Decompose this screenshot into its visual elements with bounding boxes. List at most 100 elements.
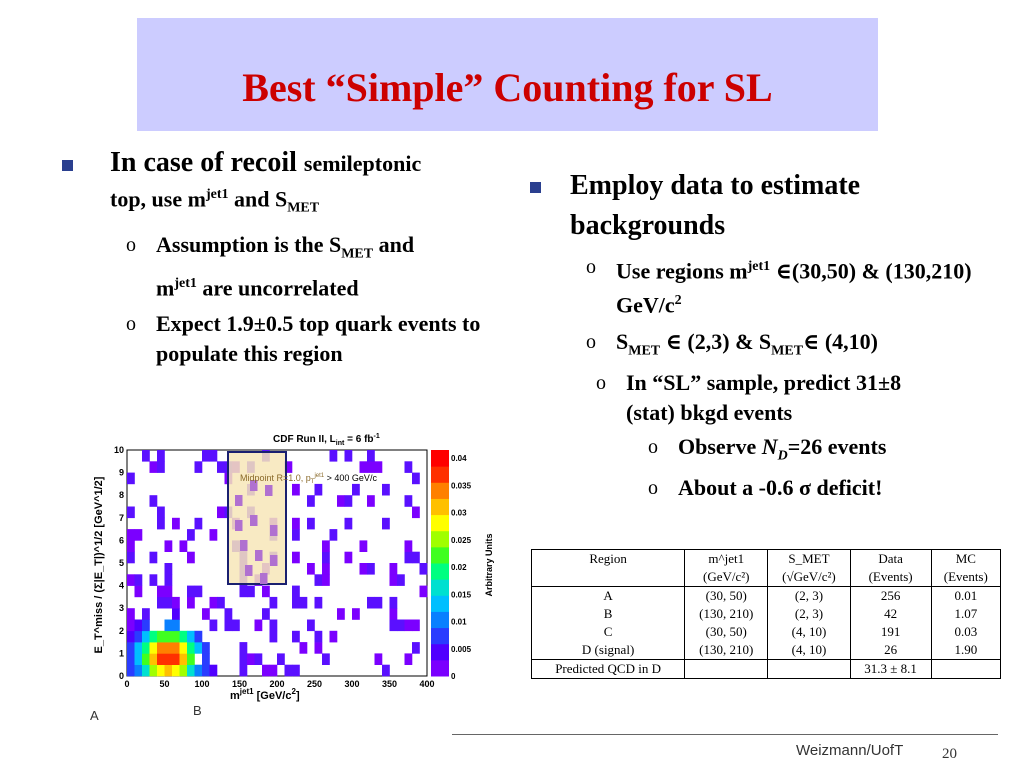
histogram-cell [322, 540, 330, 552]
y-axis-ticks: 0 1 2 3 4 5 6 7 8 9 10 [114, 445, 124, 681]
histogram-cell [269, 596, 278, 609]
histogram-cell [202, 608, 210, 620]
histogram-cell [292, 551, 300, 564]
histogram-cell [260, 573, 268, 584]
histogram-cell [157, 653, 165, 665]
histogram-cell [344, 450, 353, 462]
histogram-cell [389, 596, 398, 609]
histogram-cell [127, 608, 135, 620]
circle-bullet-icon: o [648, 477, 658, 500]
histogram-cell [254, 619, 263, 632]
table-cell: 1.07 [954, 606, 978, 621]
table-cell: 26 [850, 641, 932, 660]
histogram-cell [172, 596, 180, 609]
y-tick-label: 6 [119, 535, 124, 545]
histogram-cell [322, 551, 330, 564]
subscript: MET [628, 343, 661, 359]
histogram-cell [412, 472, 420, 485]
table-cell: Region [531, 549, 686, 568]
sub-text: S [616, 328, 629, 354]
table-cell: 42 [850, 605, 932, 623]
histogram-cell [292, 483, 300, 496]
histogram-cell [172, 619, 180, 632]
histogram-cell [389, 608, 398, 620]
z-tick-label: 0.03 [451, 509, 467, 518]
histogram-cell [247, 585, 255, 598]
table-row: D (signal) (130, 210) (4, 10) 26 1.90 [531, 641, 1001, 660]
color-scale-segment [431, 643, 449, 661]
sub-text: =26 events [787, 434, 887, 460]
circle-bullet-icon: o [126, 313, 136, 336]
histogram-cell [247, 653, 255, 665]
bullet-text: In case of recoil [110, 147, 304, 178]
z-tick-label: 0.01 [451, 618, 467, 627]
sub-text: ∈ (4,10) [803, 328, 878, 354]
circle-bullet-icon: o [126, 233, 136, 256]
histogram-cell [134, 529, 143, 541]
histogram-cell [359, 461, 368, 473]
histogram-cell [269, 630, 278, 643]
histogram-cell [164, 664, 173, 677]
x-tick-label: 250 [307, 679, 322, 689]
histogram-cell [134, 619, 143, 632]
histogram-cell [202, 664, 210, 677]
sub-text: About a -0.6 σ deficit! [678, 475, 883, 501]
y-tick-label: 3 [119, 603, 124, 613]
color-scale-segment [431, 546, 449, 564]
histogram-cell [344, 517, 353, 530]
histogram-cell [352, 483, 360, 496]
bullet-text: top, use m [110, 186, 206, 212]
histogram-cell [194, 517, 203, 530]
histogram-cell [164, 619, 173, 632]
color-scale-segment [431, 659, 449, 677]
x-tick-label: 300 [344, 679, 359, 689]
table-cell: 0.03 [954, 624, 978, 639]
histogram-cell [404, 619, 413, 632]
table-cell: B [531, 605, 686, 623]
histogram-cell [157, 585, 165, 598]
histogram-cell [270, 525, 278, 536]
histogram-cell [149, 653, 158, 665]
table-cell [531, 568, 686, 587]
table-cell: (Events) [931, 568, 1001, 587]
histogram-cell [149, 495, 158, 507]
histogram-cell [374, 461, 383, 473]
superscript: 2 [674, 293, 682, 309]
histogram-cell [262, 664, 270, 677]
z-tick-label: 0.015 [451, 590, 472, 599]
histogram-cell [374, 596, 383, 609]
right-column: Employ data to estimate backgrounds o Us… [530, 166, 1000, 503]
histogram-cell [134, 574, 143, 586]
histogram-cell [172, 517, 180, 530]
histogram-cell [404, 461, 413, 473]
color-scale-segment [431, 482, 449, 499]
histogram-cell [217, 461, 225, 473]
sub-text: Assumption is the S [156, 231, 342, 257]
histogram-cell [142, 642, 150, 654]
histogram-cell [245, 565, 253, 576]
slide-title: Best “Simple” Counting for SL [242, 65, 773, 110]
histogram-cell [314, 642, 323, 654]
histogram-cell [172, 642, 180, 654]
table-cell: (130, 210) [684, 605, 769, 623]
histogram-cell [269, 664, 278, 677]
left-sub-1: o Assumption is the SMET and mjet1 are u… [110, 230, 522, 304]
histogram-cell [209, 619, 218, 632]
z-axis-ticks: 0 0.005 0.01 0.015 0.02 0.025 0.03 0.035 0.04 [451, 454, 472, 681]
color-scale-segment [431, 466, 449, 483]
y-tick-label: 4 [119, 581, 124, 591]
histogram-cell [235, 495, 243, 506]
table-row: C (30, 50) (4, 10) 191 0.03 [531, 623, 1001, 641]
right-sub-2: o SMET ∈ (2,3) & SMET∈ (4,10) [570, 327, 1000, 366]
z-tick-label: 0.035 [451, 481, 472, 490]
histogram-plot: CDF Run II, Lint = 6 fb-1 Midpoint R=1.0… [93, 433, 494, 702]
sub-text: N [761, 434, 778, 460]
histogram-cell [194, 585, 203, 598]
histogram-cell [254, 653, 263, 665]
right-sub-5: o About a -0.6 σ deficit! [530, 473, 1000, 503]
histogram-cell [299, 596, 308, 609]
histogram-cell [389, 574, 398, 586]
subscript: D [777, 448, 788, 464]
color-scale-segment [431, 611, 449, 629]
histogram-cell [382, 483, 390, 496]
